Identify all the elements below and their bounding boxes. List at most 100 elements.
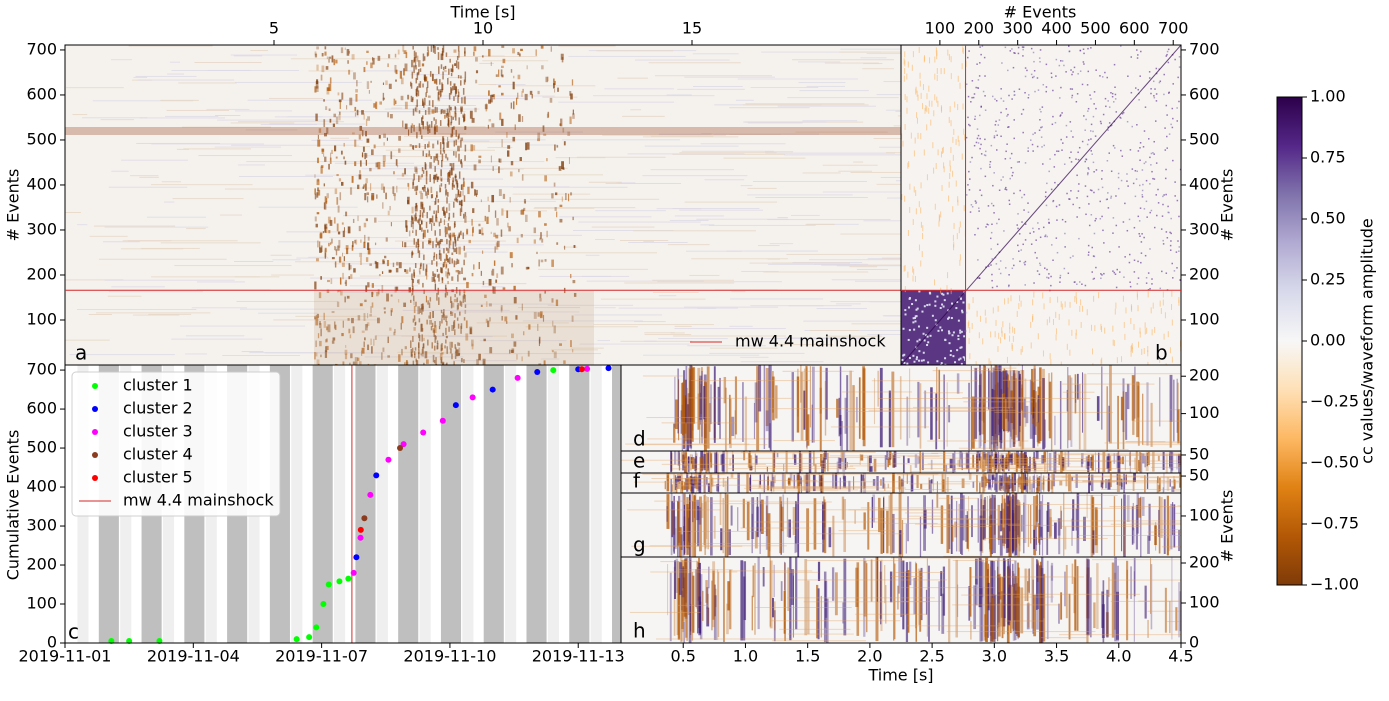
texture — [695, 462, 698, 473]
texture — [417, 279, 420, 285]
texture — [1165, 480, 1181, 482]
texture — [1059, 480, 1063, 486]
texture — [1009, 370, 1012, 448]
texture — [1090, 138, 1092, 140]
texture — [869, 466, 873, 472]
texture — [427, 95, 431, 98]
texture — [926, 93, 928, 100]
texture — [683, 379, 686, 448]
texture — [452, 241, 455, 250]
texture — [448, 217, 450, 221]
texture — [388, 83, 392, 89]
texture — [392, 186, 395, 194]
texture — [1075, 333, 1077, 340]
texture — [453, 83, 456, 91]
texture — [1154, 120, 1157, 122]
texture — [574, 314, 663, 316]
texture — [1047, 277, 1050, 279]
texture — [999, 482, 1002, 492]
texture — [1170, 232, 1172, 235]
texture — [341, 181, 344, 186]
texture — [1087, 167, 1090, 169]
texture — [930, 479, 933, 484]
texture — [356, 109, 359, 116]
texture — [1153, 96, 1156, 99]
texture — [703, 382, 707, 451]
texture — [512, 48, 515, 54]
texture — [513, 341, 517, 347]
texture — [766, 466, 769, 472]
texture — [336, 174, 339, 177]
texture — [463, 114, 466, 122]
legend-label: cluster 3 — [123, 422, 193, 441]
texture — [906, 396, 909, 446]
texture — [968, 123, 970, 126]
texture — [314, 174, 316, 178]
texture — [1007, 285, 1010, 288]
texture — [816, 584, 819, 639]
texture — [919, 570, 922, 632]
texture — [1178, 215, 1180, 218]
texture — [439, 240, 442, 245]
texture — [940, 571, 943, 597]
texture — [1043, 144, 1046, 147]
texture — [1069, 198, 1071, 200]
texture — [531, 93, 533, 99]
texture — [1024, 284, 1026, 286]
texture — [420, 192, 424, 200]
texture — [685, 379, 687, 424]
texture — [464, 309, 467, 314]
texture — [673, 502, 675, 552]
panel-label: b — [1155, 341, 1168, 365]
texture — [330, 238, 333, 244]
texture — [1052, 200, 1054, 203]
texture — [1078, 146, 1081, 149]
texture — [1006, 143, 1008, 145]
texture — [398, 135, 401, 141]
texture — [681, 452, 684, 463]
texture — [907, 271, 909, 278]
texture — [476, 359, 479, 365]
texture — [914, 299, 917, 302]
texture — [762, 567, 765, 587]
texture — [437, 52, 440, 60]
texture — [970, 576, 1084, 578]
texture — [315, 352, 318, 357]
texture — [353, 268, 356, 273]
texture — [400, 322, 402, 330]
texture — [447, 136, 449, 143]
texture — [1014, 596, 1054, 598]
texture — [537, 323, 539, 331]
texture — [493, 232, 496, 237]
texture — [458, 200, 462, 206]
texture — [1032, 476, 1089, 478]
texture — [840, 48, 901, 50]
texture — [1074, 374, 1077, 414]
y-tick-label: 0 — [1189, 633, 1199, 652]
texture — [1089, 130, 1092, 132]
texture — [416, 55, 419, 62]
texture — [1044, 195, 1047, 198]
texture — [381, 352, 383, 360]
texture — [628, 242, 688, 244]
texture — [1012, 586, 1015, 631]
y-tick-label: 200 — [1189, 366, 1220, 385]
texture — [414, 347, 417, 351]
texture — [1133, 271, 1136, 273]
texture — [417, 238, 419, 245]
texture — [978, 207, 980, 209]
texture — [681, 480, 684, 491]
texture — [324, 202, 327, 210]
texture — [1039, 367, 1042, 442]
texture — [337, 111, 419, 113]
texture — [318, 241, 321, 249]
texture — [962, 356, 965, 359]
x-tick-label: 2019-11-01 — [19, 647, 112, 666]
texture — [997, 504, 1001, 541]
texture — [1018, 504, 1021, 546]
texture — [795, 131, 888, 133]
texture — [568, 157, 570, 165]
texture — [1060, 592, 1063, 620]
texture — [990, 264, 992, 266]
texture — [1126, 173, 1128, 175]
